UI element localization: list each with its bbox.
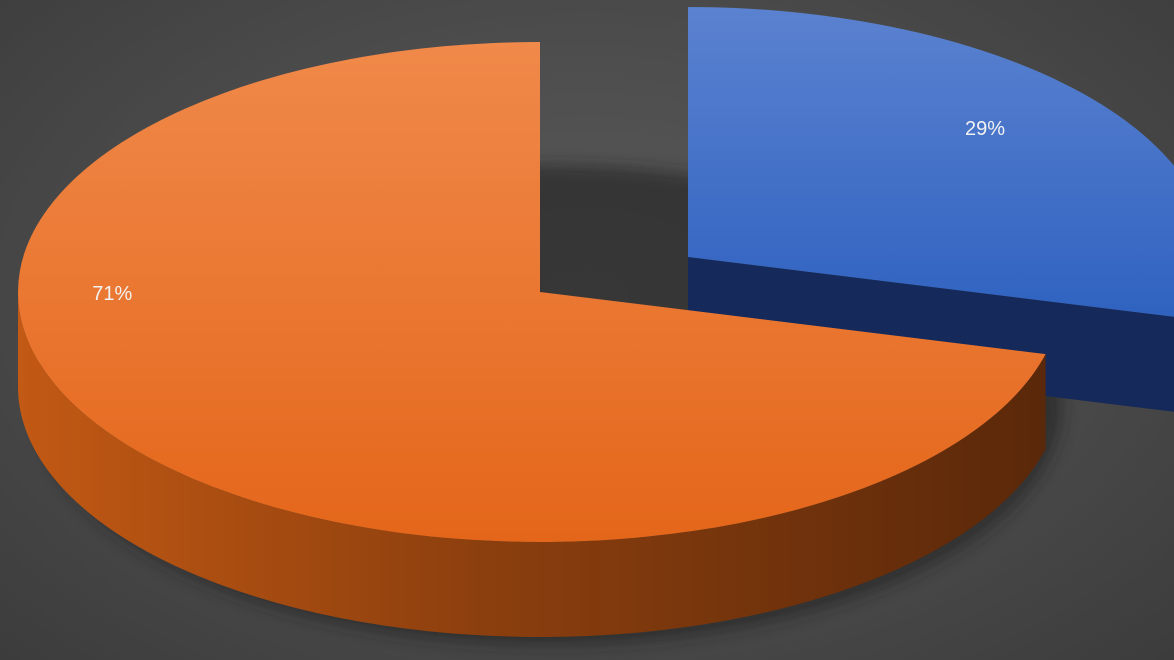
- slice-orange: [18, 42, 1046, 638]
- slice-blue-cut-face: [688, 257, 1174, 412]
- data-label-blue: 29%: [965, 118, 1005, 140]
- slice-blue: [688, 7, 1174, 412]
- slice-orange-side: [18, 292, 1046, 638]
- slice-blue-top: [688, 7, 1174, 317]
- data-label-orange: 71%: [92, 283, 132, 305]
- slice-orange-top: [18, 42, 1046, 542]
